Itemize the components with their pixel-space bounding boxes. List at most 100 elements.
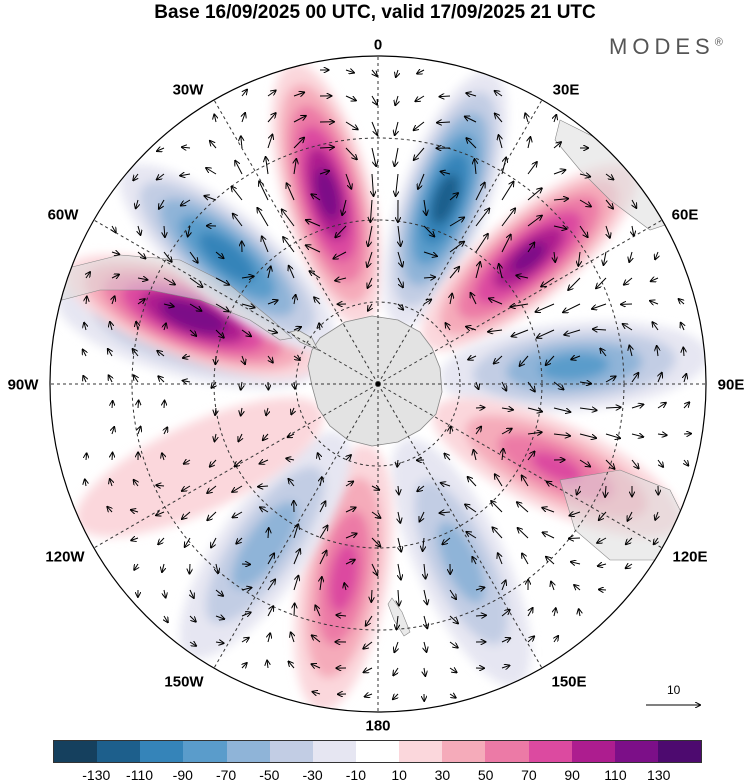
wind-vector bbox=[632, 225, 634, 236]
wind-vector bbox=[235, 459, 243, 467]
wind-vector bbox=[294, 604, 295, 617]
map-title: Base 16/09/2025 00 UTC, valid 17/09/2025… bbox=[154, 2, 596, 23]
wind-vector bbox=[475, 208, 489, 227]
wind-vector bbox=[629, 251, 632, 262]
wind-vector bbox=[319, 526, 328, 539]
meridian-line bbox=[377, 219, 663, 385]
wind-vector bbox=[475, 183, 485, 201]
wind-vector bbox=[189, 329, 196, 336]
wind-vector bbox=[631, 459, 639, 468]
wind-vector bbox=[578, 251, 580, 266]
wind-vector bbox=[370, 199, 372, 222]
latitude-circle-inner bbox=[295, 301, 461, 467]
wind-vector bbox=[501, 235, 511, 253]
anomaly-lobe bbox=[119, 164, 335, 351]
wind-vector bbox=[156, 512, 165, 515]
wind-vector bbox=[138, 427, 141, 435]
wind-vector bbox=[520, 355, 529, 366]
wind-vector bbox=[657, 403, 666, 409]
wind-vector bbox=[442, 537, 451, 544]
wind-vector bbox=[215, 329, 224, 338]
lon-label-0: 0 bbox=[373, 36, 383, 54]
wind-vector bbox=[311, 194, 321, 201]
wind-vector bbox=[319, 551, 327, 565]
colorbar-tick-label: -10 bbox=[345, 767, 366, 783]
colorbar-swatch bbox=[140, 741, 184, 762]
wind-vector bbox=[494, 355, 503, 364]
wind-vector bbox=[289, 662, 295, 669]
wind-vector bbox=[345, 534, 357, 539]
colorbar-tick-label: 130 bbox=[647, 767, 671, 783]
wind-vector bbox=[605, 173, 613, 180]
wind-vector bbox=[183, 356, 191, 358]
wind-vector bbox=[310, 271, 321, 279]
wind-vector bbox=[289, 479, 295, 487]
wind-vector bbox=[164, 615, 168, 622]
wind-vector bbox=[657, 434, 667, 435]
wind-vectors bbox=[83, 70, 691, 701]
wind-vector bbox=[449, 694, 456, 698]
wind-vector bbox=[263, 433, 269, 440]
wind-vector bbox=[450, 294, 452, 305]
wind-vector bbox=[190, 589, 194, 598]
wind-vector bbox=[112, 453, 113, 461]
colorbar-swatch bbox=[657, 741, 702, 762]
wind-vector bbox=[632, 199, 636, 208]
wind-vector bbox=[294, 381, 295, 389]
wind-vector bbox=[241, 612, 251, 616]
wind-vector bbox=[189, 251, 198, 263]
wind-vector bbox=[501, 182, 514, 201]
wind-vector bbox=[164, 427, 167, 435]
wind-vector bbox=[546, 557, 555, 565]
wind-vector bbox=[158, 537, 165, 544]
wind-vector bbox=[184, 460, 191, 464]
wind-vector bbox=[267, 580, 275, 591]
wind-vector bbox=[158, 376, 165, 383]
wind-vector bbox=[574, 585, 581, 590]
wind-vector bbox=[371, 563, 377, 575]
wind-vector bbox=[111, 252, 119, 254]
wind-vector bbox=[189, 277, 203, 287]
wind-vector bbox=[501, 208, 515, 227]
wind-vector bbox=[293, 327, 301, 330]
wind-vector bbox=[368, 303, 372, 311]
wind-vector bbox=[84, 323, 86, 331]
wind-vector bbox=[414, 147, 425, 160]
wind-vector bbox=[283, 237, 295, 253]
wind-vector bbox=[440, 96, 451, 97]
wind-vector bbox=[449, 218, 464, 227]
wind-vector bbox=[163, 251, 172, 262]
wind-vector bbox=[157, 148, 165, 151]
wind-vector bbox=[368, 277, 373, 288]
reference-vector-label: 10 bbox=[667, 683, 681, 697]
wind-vector bbox=[527, 636, 534, 643]
wind-vector bbox=[499, 135, 503, 149]
wind-vector bbox=[397, 459, 398, 467]
wind-vector bbox=[137, 278, 147, 280]
wind-vector bbox=[262, 236, 269, 253]
wind-vector bbox=[134, 375, 138, 383]
wind-vector bbox=[554, 251, 555, 262]
wind-vector bbox=[346, 455, 351, 460]
wind-vector bbox=[598, 564, 607, 566]
wind-vector bbox=[293, 116, 306, 123]
wind-vector bbox=[294, 159, 296, 175]
wind-vector bbox=[211, 381, 216, 388]
wind-vector bbox=[131, 538, 139, 540]
wind-vector bbox=[371, 537, 380, 547]
colorbar-tick-label: -130 bbox=[82, 767, 111, 783]
wind-vector bbox=[108, 349, 112, 357]
wind-vector bbox=[449, 267, 459, 279]
wind-vector bbox=[596, 277, 607, 288]
wind-vector bbox=[268, 355, 273, 363]
anomaly-contour bbox=[511, 241, 547, 274]
wind-vector bbox=[164, 401, 165, 409]
wind-vector bbox=[522, 554, 529, 565]
wind-vector bbox=[163, 277, 175, 285]
anomaly-contour bbox=[159, 299, 227, 335]
wind-vector bbox=[372, 69, 377, 76]
wind-vector bbox=[553, 199, 568, 200]
colorbar-tick-label: 110 bbox=[604, 767, 627, 783]
wind-vector bbox=[260, 507, 269, 513]
wind-vector bbox=[164, 589, 166, 598]
